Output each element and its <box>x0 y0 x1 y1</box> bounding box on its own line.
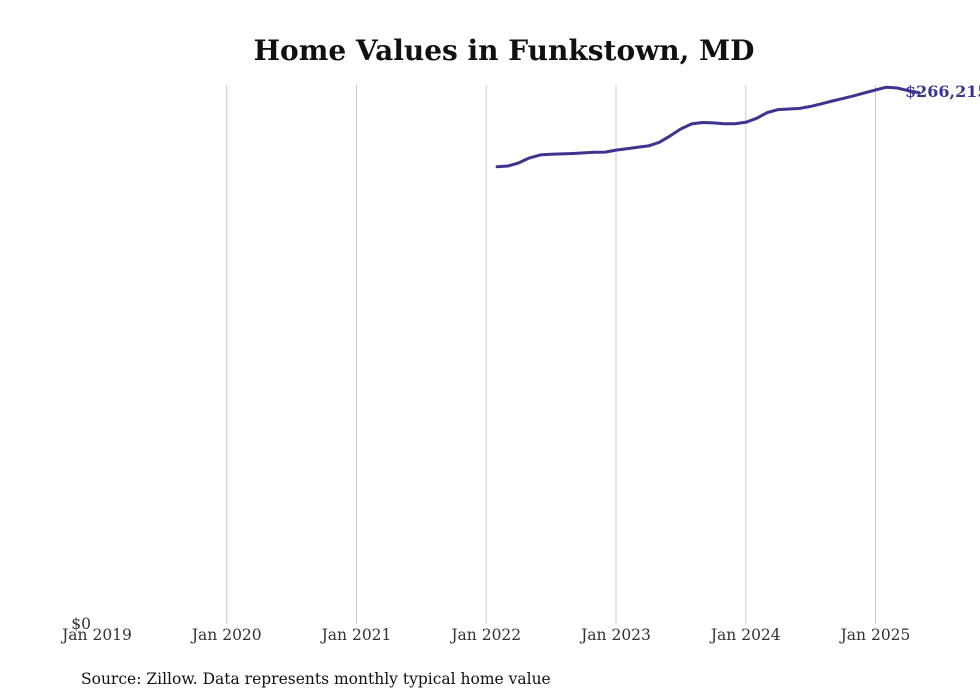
chart-title: Home Values in Funkstown, MD <box>254 34 755 67</box>
x-tick-label: Jan 2021 <box>320 626 392 644</box>
x-tick-label: Jan 2022 <box>449 626 521 644</box>
grid-lines <box>226 85 876 624</box>
y-axis-ticks: $0 <box>71 615 91 633</box>
series-lines <box>495 85 921 169</box>
x-tick-label: Jan 2020 <box>190 626 262 644</box>
source-note: Source: Zillow. Data represents monthly … <box>81 670 551 688</box>
y-tick-label: $0 <box>71 615 91 633</box>
x-tick-label: Jan 2024 <box>709 626 781 644</box>
x-tick-label: Jan 2023 <box>579 626 651 644</box>
x-axis-ticks: Jan 2019 Jan 2020 Jan 2021 Jan 2022 Jan 2023… <box>60 626 910 644</box>
x-tick-label: Jan 2019 <box>60 626 132 644</box>
x-tick-label: Jan 2025 <box>839 626 911 644</box>
end-value-label: $266,215 <box>905 82 980 101</box>
series-line-0 <box>495 85 921 169</box>
